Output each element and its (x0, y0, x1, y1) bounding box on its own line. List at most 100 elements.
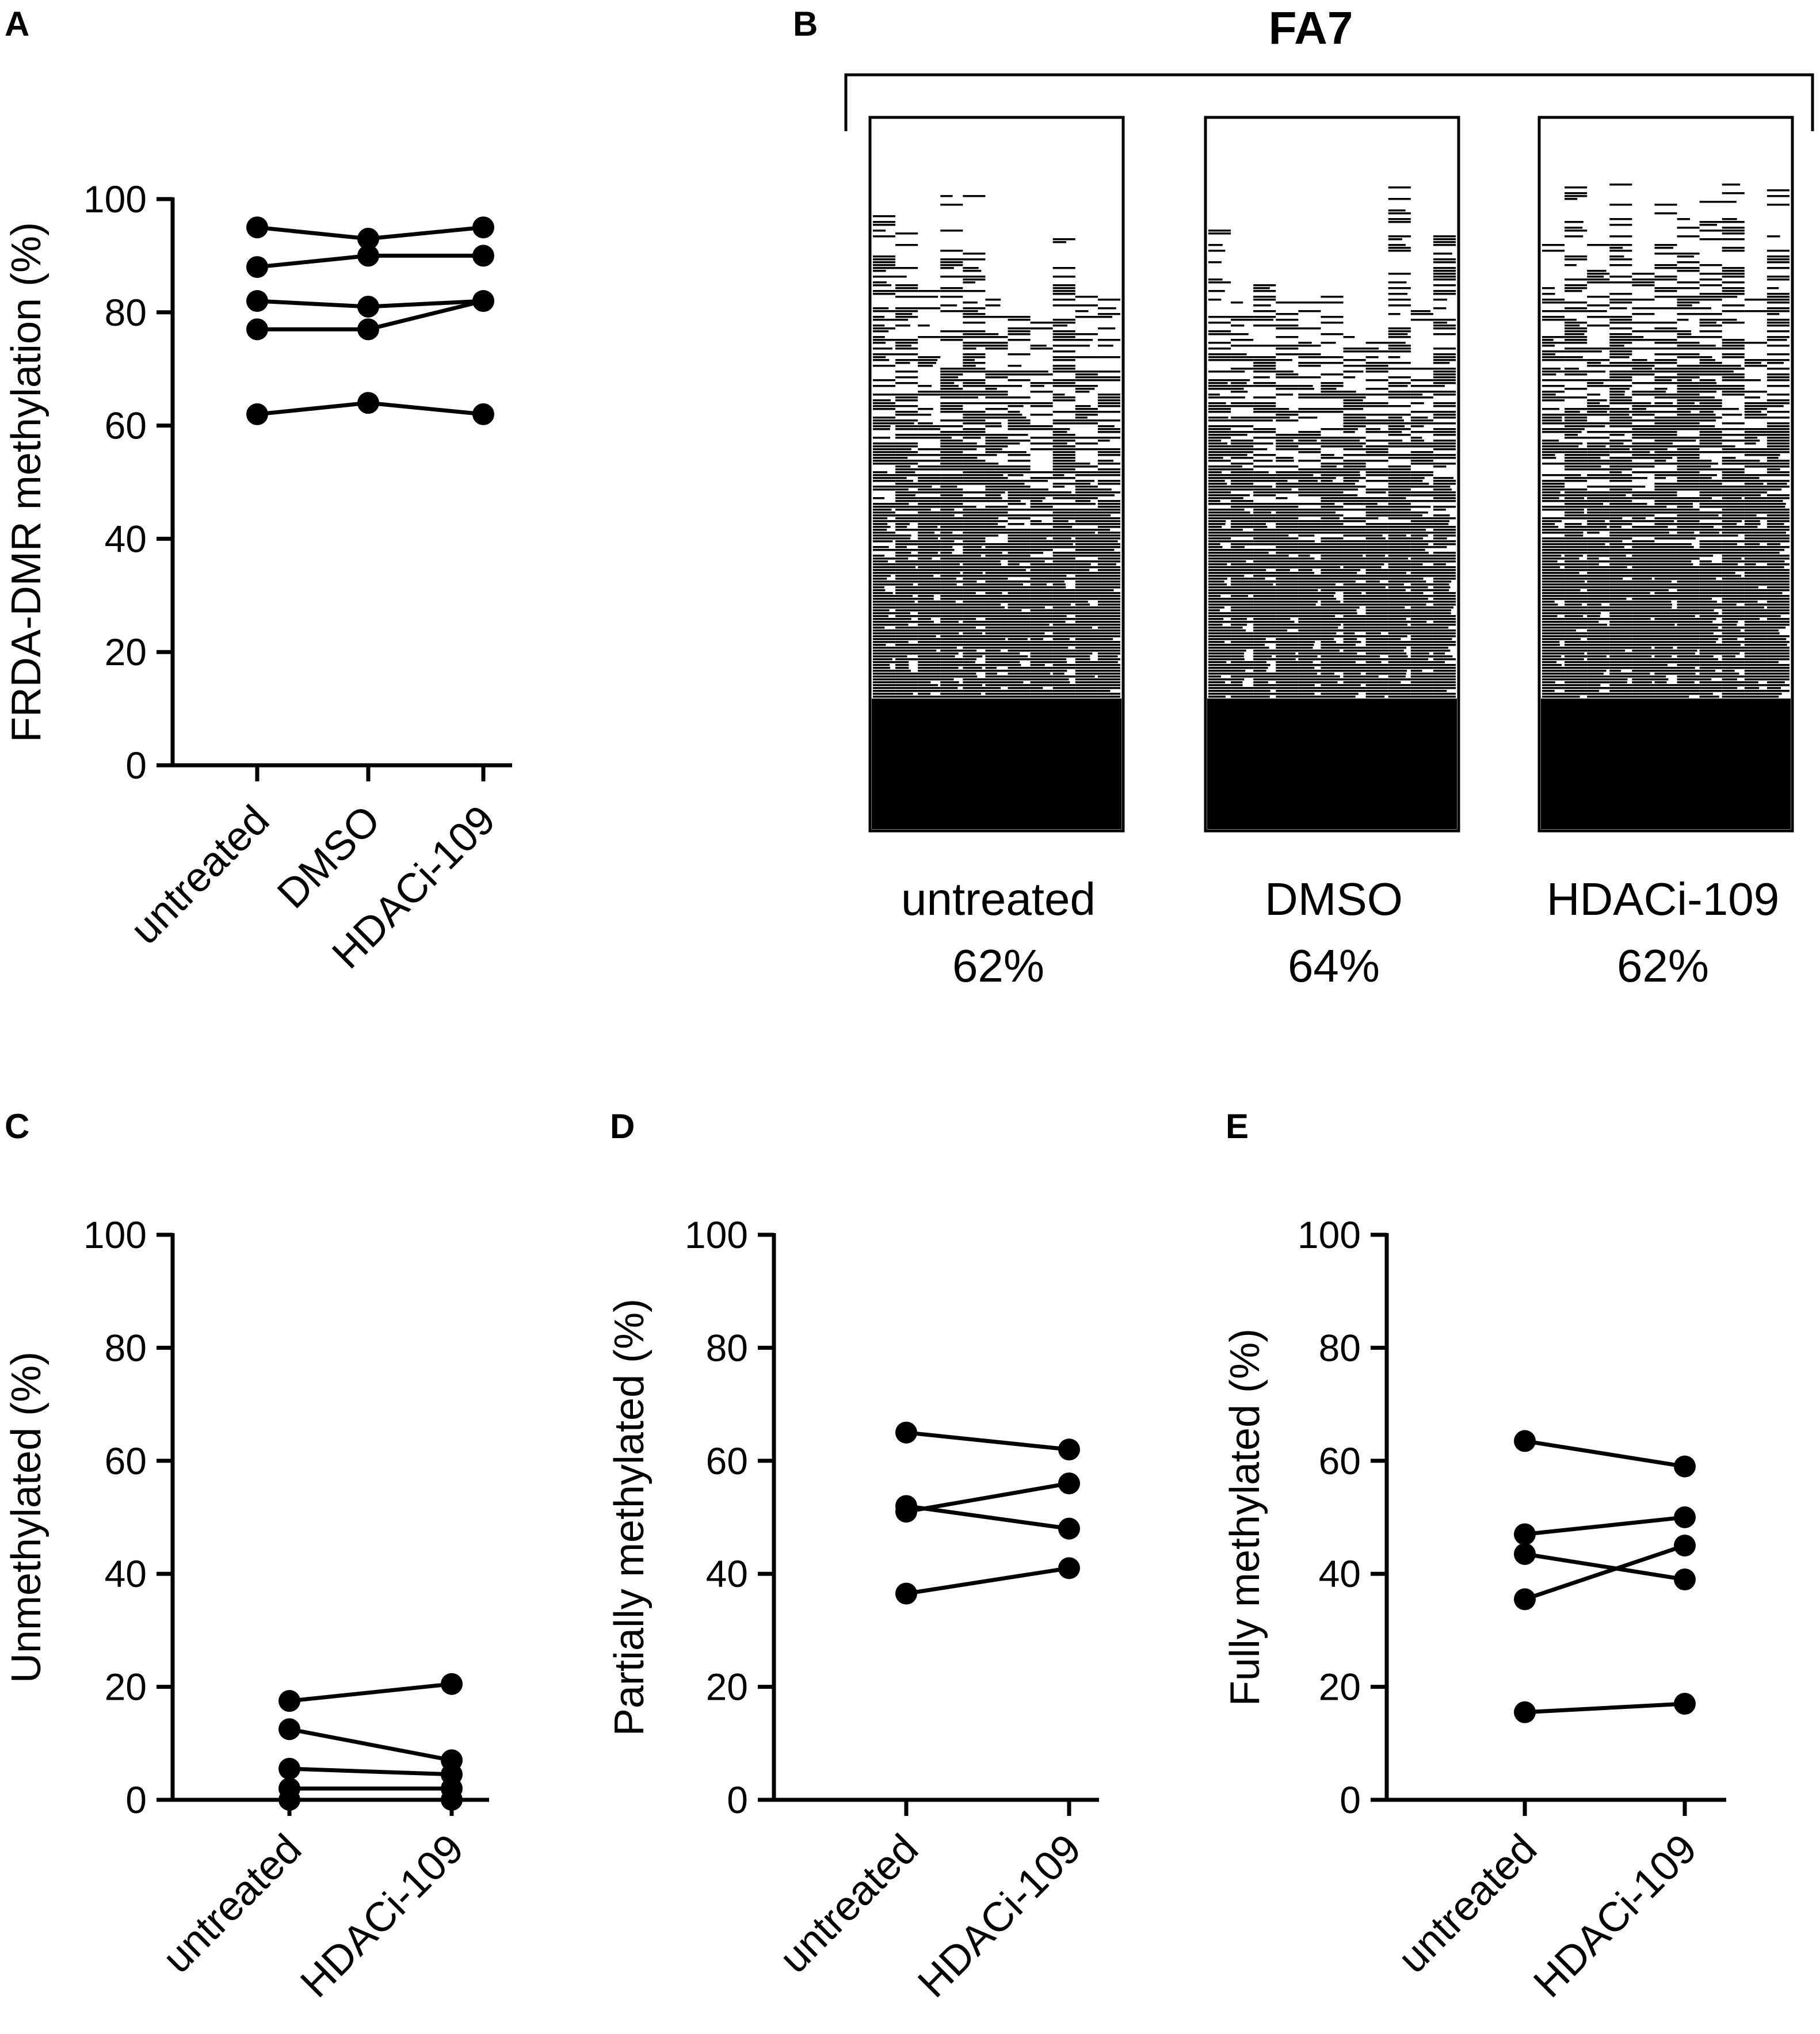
methylation-read (1410, 529, 1426, 531)
methylation-read (1654, 264, 1677, 266)
methylation-read (1632, 552, 1655, 554)
methylation-read (1565, 540, 1588, 543)
methylation-read (1075, 563, 1091, 566)
methylation-read (1321, 558, 1344, 560)
methylation-read (918, 483, 941, 485)
methylation-read (1208, 385, 1231, 387)
methylation-read (1654, 517, 1677, 520)
methylation-read (918, 526, 938, 528)
methylation-read (1609, 644, 1632, 646)
data-point (246, 318, 268, 341)
methylation-read (1433, 391, 1456, 393)
methylation-read (1542, 537, 1565, 540)
methylation-read (1008, 405, 1024, 407)
methylation-read (1253, 310, 1276, 312)
methylation-read (1231, 586, 1254, 589)
methylation-read (1052, 652, 1075, 655)
methylation-read (1388, 549, 1411, 551)
methylation-read (940, 509, 955, 511)
methylation-read (940, 394, 963, 396)
methylation-read (1654, 595, 1677, 597)
methylation-read (1365, 592, 1388, 594)
methylation-read (963, 385, 986, 387)
methylation-read (1075, 489, 1098, 491)
methylation-read (1030, 558, 1053, 560)
methylation-read (1542, 345, 1555, 347)
methylation-read (1609, 586, 1632, 589)
methylation-read (1208, 673, 1231, 675)
methylation-read (1276, 388, 1299, 390)
methylation-read (895, 558, 909, 560)
methylation-read (1565, 601, 1588, 603)
methylation-read (1208, 563, 1227, 566)
methylation-read (1052, 304, 1075, 307)
methylation-read (940, 463, 963, 465)
methylation-read (1587, 572, 1610, 574)
methylation-read (1365, 586, 1386, 589)
methylation-read (1208, 425, 1231, 428)
methylation-read (1677, 609, 1700, 612)
methylation-read (963, 278, 986, 281)
data-point (1514, 1701, 1536, 1723)
methylation-read (1565, 368, 1579, 370)
methylation-read (1208, 606, 1224, 609)
methylation-read (918, 635, 936, 638)
methylation-read (895, 359, 918, 361)
methylation-read (940, 500, 963, 502)
methylation-read (1699, 644, 1722, 646)
methylation-read (1208, 641, 1225, 643)
methylation-read (1008, 560, 1031, 563)
methylation-read (963, 696, 986, 698)
methylation-read (940, 330, 963, 333)
methylation-read (1565, 676, 1588, 678)
methylation-read (1677, 621, 1700, 623)
methylation-read (1654, 552, 1677, 554)
methylation-read (1075, 664, 1098, 666)
methylation-read (1298, 540, 1315, 543)
methylation-read (1075, 497, 1098, 499)
methylation-read (1253, 477, 1276, 479)
methylation-read (1542, 572, 1565, 574)
methylation-read (1008, 624, 1031, 626)
methylation-read (1208, 661, 1227, 663)
methylation-read (1030, 652, 1053, 655)
methylation-read (1343, 422, 1366, 425)
methylation-read (1298, 635, 1321, 638)
methylation-read (1677, 463, 1700, 465)
methylation-read (1632, 486, 1646, 488)
methylation-read (1565, 537, 1588, 540)
methylation-read (1052, 526, 1073, 528)
methylation-read (1609, 264, 1632, 266)
methylation-read (1388, 304, 1411, 307)
methylation-read (1253, 520, 1276, 522)
methylation-read (1231, 474, 1254, 476)
methylation-read (1253, 658, 1276, 661)
methylation-read (1587, 670, 1607, 672)
methylation-read (985, 506, 1008, 508)
methylation-read (1609, 606, 1632, 609)
methylation-read (1365, 512, 1388, 514)
methylation-read (940, 569, 963, 571)
methylation-read (895, 457, 908, 459)
methylation-read (1565, 284, 1588, 287)
methylation-read (1298, 678, 1321, 681)
methylation-read (873, 520, 896, 522)
methylation-read (1654, 520, 1674, 522)
methylation-read (1542, 368, 1561, 370)
methylation-read (1433, 299, 1447, 301)
methylation-read (873, 635, 896, 638)
data-point (895, 1421, 917, 1444)
methylation-read (1587, 569, 1610, 571)
methylation-read (873, 627, 885, 629)
methylation-read (1030, 641, 1053, 643)
methylation-read (1231, 638, 1254, 640)
methylation-read (1587, 520, 1605, 522)
methylation-read (1677, 589, 1700, 591)
methylation-read (1677, 368, 1700, 370)
methylation-read (985, 422, 1002, 425)
data-point (1674, 1455, 1696, 1478)
methylation-read (1008, 497, 1031, 499)
methylation-read (1654, 583, 1677, 586)
methylation-read (1609, 442, 1624, 445)
methylation-read (1699, 230, 1722, 232)
